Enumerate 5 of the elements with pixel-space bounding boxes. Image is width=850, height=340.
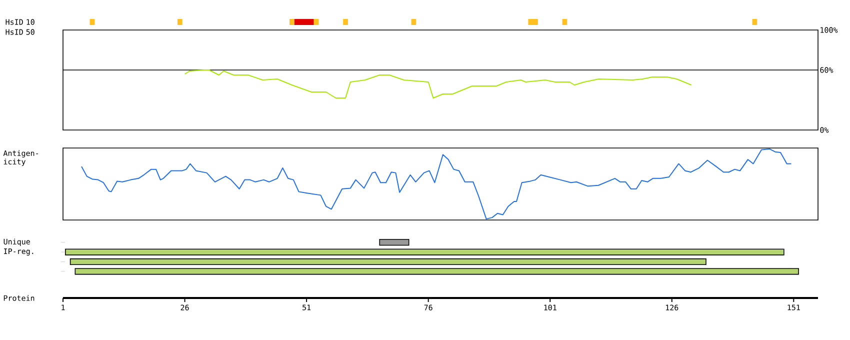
bar — [74, 268, 799, 275]
bar — [70, 258, 706, 266]
bar — [65, 248, 784, 256]
line-series — [184, 69, 692, 98]
bar — [379, 239, 410, 246]
